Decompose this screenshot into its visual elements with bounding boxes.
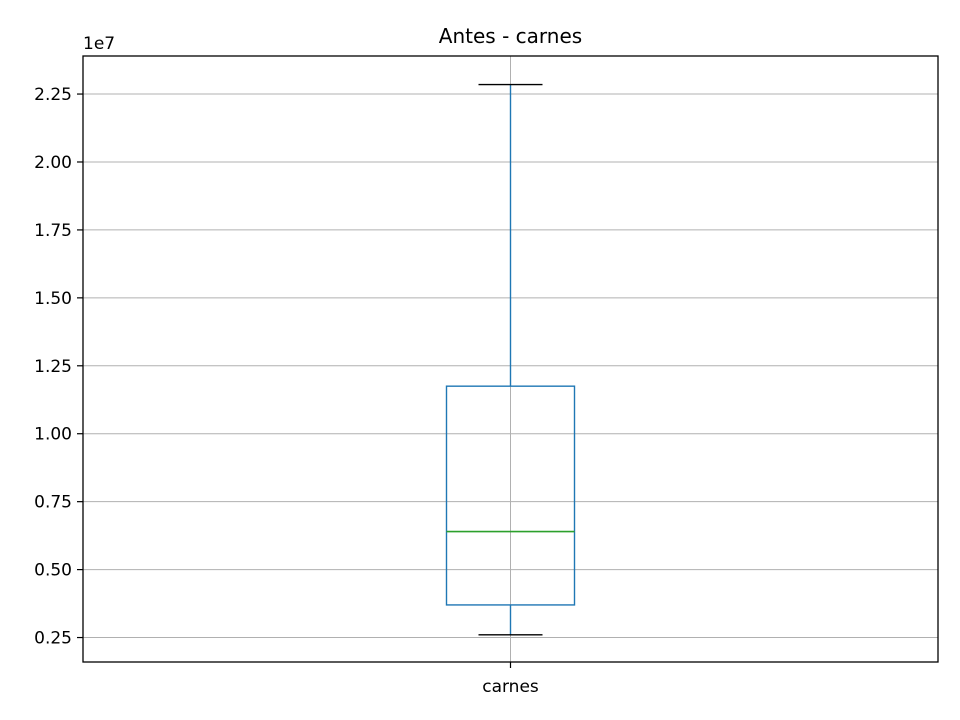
- interquartile-box: [445, 385, 576, 606]
- chart-title: Antes - carnes: [439, 24, 582, 48]
- y-tick-label: 1.75: [34, 221, 72, 241]
- y-tick-label: 0.25: [34, 629, 72, 649]
- tick-layer: carnes 0.25 0.50 0.75 1.00 1.25 1.50 1.75 2.00 2.…: [34, 85, 539, 697]
- y-tick-label: 1.00: [34, 425, 72, 445]
- y-tick-label: 2.25: [34, 85, 72, 105]
- x-tick-label: carnes: [482, 677, 539, 697]
- y-tick-label: 0.50: [34, 561, 72, 581]
- y-tick-label: 2.00: [34, 153, 72, 173]
- y-tick-label: 1.50: [34, 289, 72, 309]
- y-axis-offset-label: 1e7: [83, 34, 115, 54]
- y-tick-label: 0.75: [34, 493, 72, 513]
- box-plot: [445, 83, 576, 636]
- y-tick-label: 1.25: [34, 357, 72, 377]
